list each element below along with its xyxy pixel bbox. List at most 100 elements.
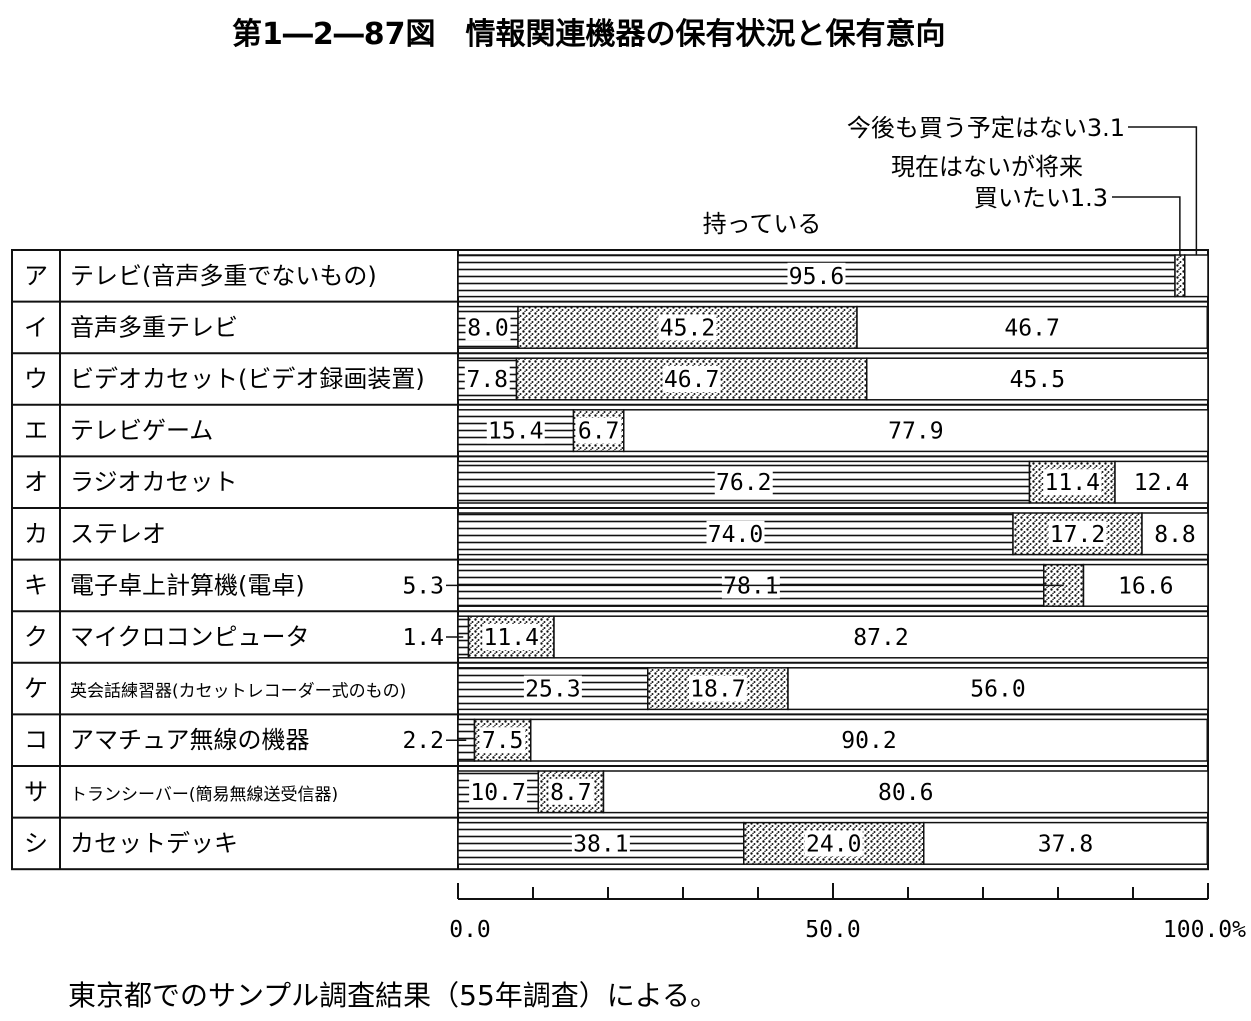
value-label: 8.7 <box>550 780 592 806</box>
category-label: 電子卓上計算機(電卓) <box>70 571 305 599</box>
category-label: 音声多重テレビ <box>70 313 238 341</box>
value-label-bg <box>787 262 846 289</box>
value-label-bg <box>523 675 582 702</box>
row-key: ク <box>24 623 48 651</box>
value-label: 76.2 <box>716 470 771 496</box>
value-label-bg <box>714 469 773 496</box>
legend-want-line1: 現在はないが将来 <box>891 153 1083 181</box>
value-label-bg <box>469 778 528 805</box>
value-label: 10.7 <box>470 780 525 806</box>
value-label-bg <box>482 624 541 650</box>
value-label: 45.5 <box>1010 367 1065 393</box>
value-label-bg <box>1132 469 1191 496</box>
value-label: 25.3 <box>525 677 580 703</box>
value-label-bg <box>480 727 526 754</box>
value-label: 46.7 <box>664 367 719 393</box>
bar-segment-3 <box>1184 254 1209 298</box>
leader-no-plan <box>1128 126 1198 255</box>
value-label: 18.7 <box>690 677 745 703</box>
value-label: 8.0 <box>467 315 509 341</box>
chart-title: 第1―2―87図 情報関連機器の保有状況と保有意向 <box>232 17 946 52</box>
leader-want <box>1112 196 1181 255</box>
legend-want-line2: 買いたい1.3 <box>974 184 1108 212</box>
value-label-bg <box>465 314 511 341</box>
value-label-bg <box>840 727 898 754</box>
row-key: イ <box>24 313 48 341</box>
value-label: 5.3 <box>402 573 444 599</box>
value-label-bg <box>1152 520 1198 547</box>
category-label: ステレオ <box>70 520 166 548</box>
value-label-bg <box>464 366 510 392</box>
category-label: ラジオカセット <box>70 468 238 496</box>
value-label-bg <box>1048 520 1107 547</box>
value-label-bg <box>804 830 863 857</box>
row-key: サ <box>24 778 48 806</box>
value-label: 11.4 <box>1045 470 1100 496</box>
row-key: ウ <box>24 365 48 393</box>
value-label: 7.5 <box>482 728 524 754</box>
source-note: 東京都でのサンプル調査結果（55年調査）による。 <box>68 979 718 1012</box>
value-label: 95.6 <box>789 264 844 290</box>
value-label-bg <box>969 675 1027 702</box>
row-key: オ <box>24 468 48 496</box>
value-label: 11.4 <box>484 625 539 651</box>
value-label: 87.2 <box>853 625 908 651</box>
legend-have: 持っている <box>703 210 822 238</box>
legend-leader-lines <box>1112 126 1198 255</box>
row-key: エ <box>24 417 48 445</box>
value-label: 90.2 <box>841 728 896 754</box>
category-table: アテレビ(音声多重でないもの) イ 音声多重テレビウ ビデオカセット(ビデオ録画装置)… <box>11 249 1209 871</box>
category-label: テレビゲーム <box>70 417 213 445</box>
category-label: テレビ(音声多重でないもの) <box>70 262 377 290</box>
value-label: 12.4 <box>1134 470 1189 496</box>
legend-no-plan: 今後も買う予定はない3.1 <box>847 114 1125 142</box>
value-label-bg <box>886 417 945 444</box>
value-label-bg <box>876 778 935 805</box>
value-label: 45.2 <box>660 315 715 341</box>
bar-segment-3 <box>623 409 1209 453</box>
value-label: 16.6 <box>1118 573 1173 599</box>
axis-tick-label: 50.0 <box>805 917 860 943</box>
value-label-bg <box>548 778 594 805</box>
row-key: ア <box>24 262 48 290</box>
value-label: 24.0 <box>806 831 861 857</box>
axis-tick-label: 100.0% <box>1163 917 1246 943</box>
row-key: コ <box>24 726 48 754</box>
value-label: 15.4 <box>488 419 543 445</box>
value-label-bg <box>658 314 717 341</box>
value-label: 6.7 <box>578 419 620 445</box>
value-label-bg <box>1036 830 1095 857</box>
value-label-bg <box>688 675 747 702</box>
x-axis: 0.0 50.0 100.0% <box>449 883 1246 943</box>
value-label: 80.6 <box>878 780 933 806</box>
value-label: 56.0 <box>970 677 1025 703</box>
category-label: カセットデッキ <box>70 829 238 857</box>
value-label: 38.1 <box>573 831 628 857</box>
value-label-bg <box>1043 469 1102 496</box>
category-label: 英会話練習器(カセットレコーダー式のもの) <box>70 682 406 702</box>
value-label-bg <box>576 417 622 444</box>
value-label-bg <box>1008 366 1067 392</box>
value-label: 8.8 <box>1154 522 1196 548</box>
row-key: シ <box>24 829 48 857</box>
value-label-bg <box>852 624 910 650</box>
row-key: ケ <box>24 675 48 703</box>
value-label-bg <box>662 366 721 392</box>
value-label-bg <box>706 520 765 547</box>
value-label: 17.2 <box>1050 522 1105 548</box>
bar-segment-2 <box>1174 254 1186 298</box>
category-label: ビデオカセット(ビデオ録画装置) <box>70 365 425 393</box>
bar-segment-3 <box>856 305 1208 349</box>
value-label: 2.2 <box>402 728 444 754</box>
category-label: トランシーバー(簡易無線送受信器) <box>70 785 338 805</box>
category-label: マイクロコンピュータ <box>70 623 310 651</box>
bars: 95.6 8.0 45.2 46.7 7.8 46.7 45.5 15.4 6.7 77.9 76.… <box>402 254 1209 865</box>
category-label: アマチュア無線の機器 <box>70 726 310 754</box>
value-label: 1.4 <box>402 625 444 651</box>
value-label: 78.1 <box>723 573 778 599</box>
value-label: 74.0 <box>708 522 763 548</box>
value-label-bg <box>1003 314 1062 341</box>
value-label-bg <box>571 830 630 857</box>
axis-tick-label: 0.0 <box>449 917 491 943</box>
